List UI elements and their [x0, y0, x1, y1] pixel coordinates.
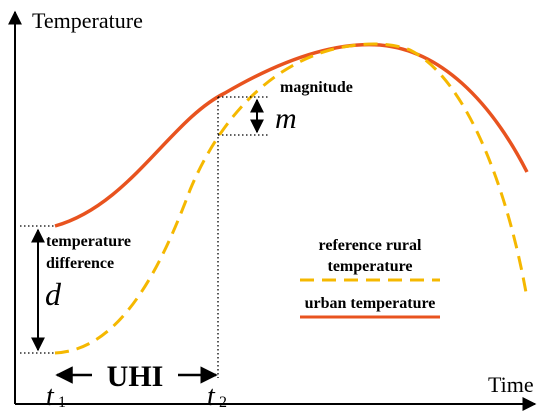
difference-label: temperature: [46, 233, 131, 250]
legend-label: temperature: [328, 258, 413, 275]
t1-label: t: [46, 381, 55, 412]
x-axis-label: Time: [488, 372, 534, 397]
t1-sub: 1: [58, 394, 66, 411]
difference-label: difference: [46, 255, 114, 272]
urban-curve: [54, 42, 529, 228]
m-label: m: [275, 102, 297, 135]
t2-sub: 2: [219, 394, 227, 411]
y-axis-label: Temperature: [32, 8, 143, 33]
legend: reference rural temperature urban temperat…: [300, 237, 440, 319]
rural-curve: [54, 42, 529, 355]
legend-label: urban temperature: [305, 295, 436, 312]
t2-label: t: [207, 381, 216, 412]
magnitude-label: magnitude: [280, 79, 353, 96]
legend-label: reference rural: [319, 237, 422, 254]
d-label: d: [45, 276, 62, 312]
uhi-label: UHI: [107, 360, 164, 393]
